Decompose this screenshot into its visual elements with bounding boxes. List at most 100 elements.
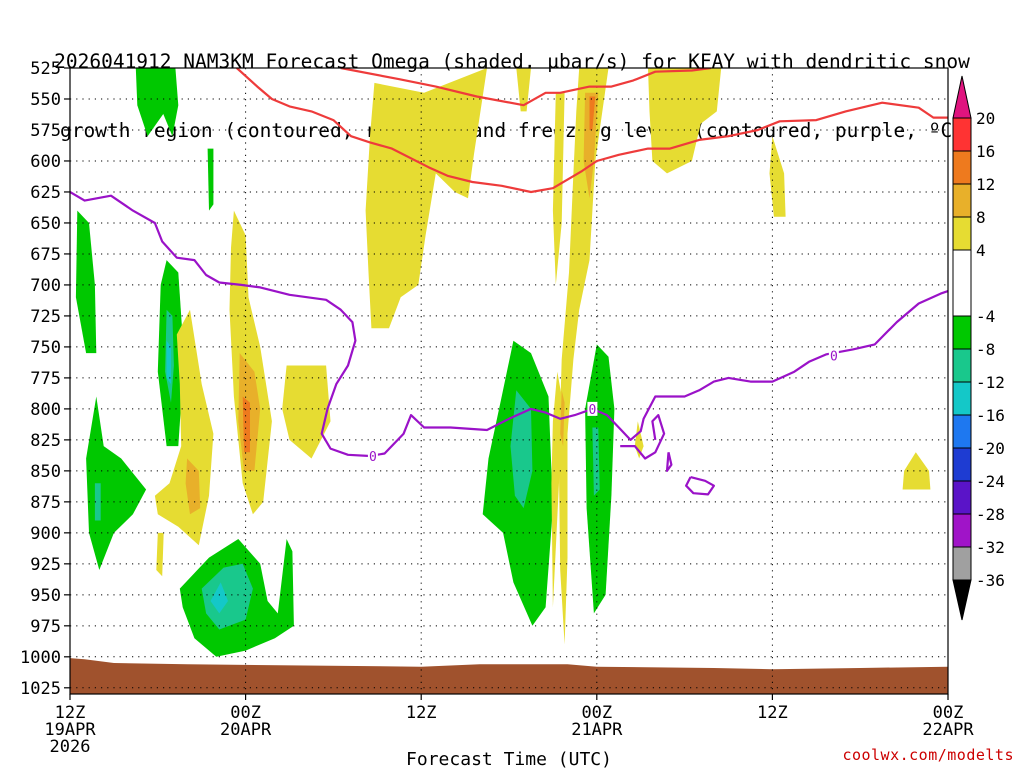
xtick-label-12-0: 00Z bbox=[230, 703, 261, 723]
source-credit: coolwx.com/modelts bbox=[842, 746, 1014, 764]
omega-shading bbox=[75, 68, 931, 657]
omega-region-13 bbox=[510, 390, 533, 509]
omega-region-25 bbox=[282, 365, 331, 459]
ytick-label-900: 900 bbox=[30, 524, 61, 544]
ytick-label-725: 725 bbox=[30, 307, 61, 327]
contour-label-1: 0 bbox=[588, 403, 596, 418]
colorbar-label-7: -12 bbox=[976, 373, 1005, 392]
omega-region-9 bbox=[201, 563, 253, 630]
colorbar-bottom-arrow bbox=[952, 579, 972, 621]
colorbar-label-9: -20 bbox=[976, 439, 1005, 458]
omega-region-33 bbox=[242, 396, 250, 453]
x-axis-label: Forecast Time (UTC) bbox=[406, 749, 612, 768]
contour-label-0: 0 bbox=[369, 450, 377, 465]
colorbar-band-7 bbox=[952, 381, 972, 416]
ytick-label-750: 750 bbox=[30, 338, 61, 358]
colorbar-band-gray bbox=[952, 546, 972, 581]
colorbar-label-8: -16 bbox=[976, 406, 1005, 425]
ytick-label-850: 850 bbox=[30, 462, 61, 482]
omega-region-8 bbox=[585, 344, 615, 614]
colorbar-band-2 bbox=[952, 183, 972, 218]
contour-label-bg-0 bbox=[367, 448, 378, 463]
omega-region-26 bbox=[551, 371, 562, 608]
omega-region-29 bbox=[583, 92, 599, 199]
colorbar-band-10 bbox=[952, 480, 972, 515]
ytick-label-825: 825 bbox=[30, 431, 61, 451]
colorbar-label-3: 8 bbox=[976, 208, 986, 227]
omega-region-10 bbox=[210, 582, 228, 614]
colorbar-label-5: -4 bbox=[976, 307, 995, 326]
ytick-label-975: 975 bbox=[30, 617, 61, 637]
freezing-level-line-3 bbox=[684, 476, 716, 496]
ytick-label-700: 700 bbox=[30, 276, 61, 296]
omega-region-2 bbox=[207, 148, 214, 211]
contour-label-bg-2 bbox=[828, 348, 839, 363]
grid-lines bbox=[70, 68, 948, 694]
xtick-label-36-1: 21APR bbox=[571, 720, 623, 740]
xtick-label-48-0: 12Z bbox=[757, 703, 788, 723]
omega-colorbar: 20 16 12 8 4 -4 -8 -12 -16 -20 -24 -28 -32 -36 bbox=[952, 75, 1005, 621]
omega-region-24 bbox=[156, 532, 164, 577]
omega-region-18 bbox=[552, 92, 565, 285]
dgz-isotherm-line-0 bbox=[236, 68, 948, 194]
ytick-label-800: 800 bbox=[30, 400, 61, 420]
ytick-label-600: 600 bbox=[30, 152, 61, 172]
xtick-label-24-0: 12Z bbox=[406, 703, 437, 723]
ytick-label-925: 925 bbox=[30, 555, 61, 575]
xtick-label-60-0: 00Z bbox=[933, 703, 964, 723]
omega-region-5 bbox=[86, 396, 147, 570]
contour-label-bg-1 bbox=[587, 401, 598, 416]
pressure-axis: 525 550 575 600 625 650 675 700 725 750 775 800 825 8… bbox=[20, 59, 70, 699]
omega-region-12 bbox=[166, 340, 171, 385]
omega-region-14 bbox=[592, 427, 600, 496]
omega-region-3 bbox=[75, 210, 97, 354]
contour-lines: 0 0 0 bbox=[70, 68, 948, 496]
colorbar-label-11: -28 bbox=[976, 505, 1005, 524]
omega-region-19 bbox=[558, 68, 609, 645]
colorbar-top-arrow bbox=[952, 75, 972, 119]
ytick-label-1025: 1025 bbox=[20, 679, 61, 699]
contour-label-2: 0 bbox=[830, 350, 838, 365]
ytick-label-550: 550 bbox=[30, 90, 61, 110]
xtick-label-0-1: 19APR bbox=[44, 720, 96, 740]
omega-region-22 bbox=[229, 210, 272, 515]
omega-region-16 bbox=[365, 68, 487, 329]
freezing-level-line-0 bbox=[70, 191, 948, 458]
omega-region-34 bbox=[589, 96, 596, 130]
ytick-label-525: 525 bbox=[30, 59, 61, 79]
title-line-1: 2026041912 NAM3KM Forecast Omega (shaded… bbox=[54, 50, 970, 73]
xtick-label-0-2: 2026 bbox=[50, 737, 91, 757]
dgz-isotherm-line-1 bbox=[340, 68, 712, 107]
colorbar-label-2: 12 bbox=[976, 175, 995, 194]
omega-region-1 bbox=[160, 68, 179, 137]
ytick-label-775: 775 bbox=[30, 369, 61, 389]
colorbar-label-13: -36 bbox=[976, 571, 1005, 590]
ytick-label-675: 675 bbox=[30, 245, 61, 265]
freezing-level-line-2 bbox=[665, 452, 673, 472]
colorbar-band-9 bbox=[952, 447, 972, 482]
ground-fill bbox=[70, 658, 948, 694]
colorbar-label-6: -8 bbox=[976, 340, 995, 359]
ytick-label-950: 950 bbox=[30, 586, 61, 606]
colorbar-label-10: -24 bbox=[976, 472, 1005, 491]
colorbar-band-11 bbox=[952, 513, 972, 548]
omega-region-21 bbox=[769, 136, 786, 217]
colorbar-band-0 bbox=[952, 117, 972, 152]
plot-frame bbox=[69, 67, 949, 695]
omega-region-0 bbox=[135, 68, 170, 137]
ytick-label-875: 875 bbox=[30, 493, 61, 513]
colorbar-label-4: 4 bbox=[976, 241, 986, 260]
omega-region-17 bbox=[516, 68, 531, 112]
underground-terrain bbox=[70, 658, 948, 694]
colorbar-band-3 bbox=[952, 216, 972, 251]
colorbar-band-4 bbox=[952, 249, 972, 317]
omega-region-31 bbox=[185, 458, 201, 515]
ytick-label-575: 575 bbox=[30, 121, 61, 141]
colorbar-band-5 bbox=[952, 315, 972, 350]
colorbar-label-1: 16 bbox=[976, 142, 995, 161]
xtick-label-36-0: 00Z bbox=[581, 703, 612, 723]
colorbar-band-6 bbox=[952, 348, 972, 383]
omega-region-20 bbox=[648, 68, 722, 174]
